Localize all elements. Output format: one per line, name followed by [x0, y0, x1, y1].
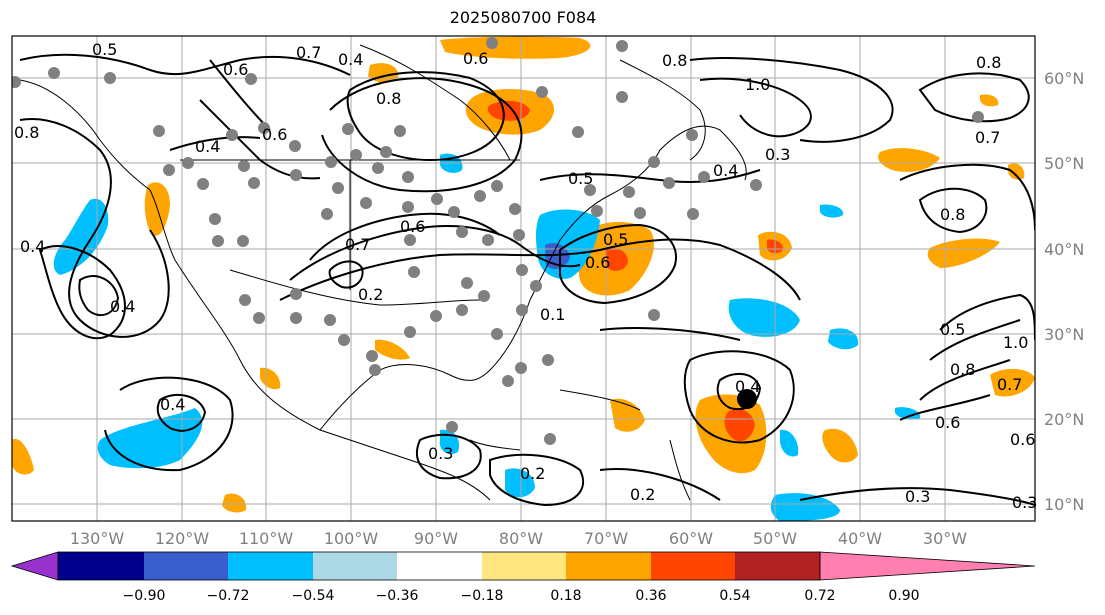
lat-label: 10°N — [1044, 495, 1084, 514]
lon-label: 80°W — [499, 529, 543, 548]
contour-label: 0.2 — [520, 464, 545, 483]
contour-label: 0.8 — [14, 123, 39, 142]
colorbar-segment — [144, 552, 228, 580]
lat-label: 40°N — [1044, 240, 1084, 259]
lat-label: 30°N — [1044, 325, 1084, 344]
lon-label: 130°W — [70, 529, 125, 548]
contour-labels: 0.5 0.6 0.7 0.8 0.6 0.8 0.4 0.8 0.6 0.7 … — [14, 40, 1037, 512]
colorbar-segment — [313, 552, 397, 580]
lat-label: 60°N — [1044, 69, 1084, 88]
colorbar: −0.90 −0.72 −0.54 −0.36 −0.18 0.18 0.36 … — [10, 551, 1036, 604]
longitude-labels: 130°W 120°W 110°W 100°W 90°W 80°W 70°W 6… — [70, 529, 967, 548]
contour-label: 0.2 — [630, 485, 655, 504]
contour-label: 0.7 — [345, 235, 370, 254]
lon-label: 100°W — [324, 529, 379, 548]
colorbar-tick-label: −0.18 — [461, 588, 504, 604]
lat-label: 50°N — [1044, 154, 1084, 173]
map-title: 2025080700 F084 — [449, 8, 597, 27]
contour-label: 0.3 — [1012, 493, 1037, 512]
colorbar-segment — [397, 552, 482, 580]
contour-label: 0.6 — [463, 49, 488, 68]
colorbar-segment — [651, 552, 735, 580]
contour-label: 1.0 — [745, 75, 770, 94]
contour-label: 1.0 — [1003, 333, 1028, 352]
colorbar-tick-label: 0.18 — [550, 588, 581, 604]
colorbar-segment — [482, 552, 566, 580]
contour-label: 0.4 — [160, 395, 185, 414]
map-content — [12, 36, 1035, 521]
colorbar-extend-low — [10, 551, 59, 581]
contour-label: 0.4 — [713, 161, 738, 180]
contour-label: 0.5 — [92, 40, 117, 59]
contour-label: 0.5 — [568, 169, 593, 188]
colorbar-segment — [735, 552, 820, 580]
lon-label: 90°W — [414, 529, 458, 548]
negative-anomaly-shading — [53, 153, 921, 521]
map-frame — [11, 35, 1036, 522]
contour-label: 0.6 — [400, 217, 425, 236]
colorbar-outline — [57, 551, 821, 581]
colorbar-tick-label: 0.36 — [635, 588, 666, 604]
lon-label: 120°W — [155, 529, 210, 548]
contour-label: 0.4 — [20, 237, 45, 256]
feature-marker — [737, 389, 757, 409]
lon-label: 50°W — [753, 529, 797, 548]
contour-label: 0.8 — [950, 360, 975, 379]
lon-label: 40°W — [838, 529, 882, 548]
contour-label: 0.5 — [603, 230, 628, 249]
colorbar-tick-label: 0.54 — [719, 588, 750, 604]
station-markers — [12, 37, 984, 445]
colorbar-tick-label: 0.90 — [888, 588, 919, 604]
colorbar-segment — [228, 552, 313, 580]
contour-label: 0.6 — [935, 413, 960, 432]
contour-label: 0.5 — [940, 320, 965, 339]
colorbar-tick-label: −0.54 — [292, 588, 335, 604]
contour-label: 0.8 — [940, 205, 965, 224]
contour-label: 0.2 — [358, 285, 383, 304]
graticule — [12, 36, 1035, 521]
contour-label: 0.8 — [376, 89, 401, 108]
colorbar-segment — [58, 552, 144, 580]
coastlines — [19, 44, 747, 501]
colorbar-tick-label: −0.90 — [123, 588, 166, 604]
contour-label: 0.8 — [976, 53, 1001, 72]
contour-label: 0.3 — [765, 145, 790, 164]
contour-label: 0.6 — [1010, 430, 1035, 449]
contour-label: 0.3 — [428, 444, 453, 463]
latitude-labels: 60°N 50°N 40°N 30°N 20°N 10°N — [1044, 69, 1084, 514]
contour-label: 0.4 — [110, 297, 135, 316]
lon-label: 30°W — [923, 529, 967, 548]
colorbar-tick-label: −0.72 — [207, 588, 250, 604]
contour-label: 0.7 — [296, 43, 321, 62]
contour-label: 0.6 — [585, 253, 610, 272]
lon-label: 60°W — [669, 529, 713, 548]
contour-label: 0.7 — [997, 375, 1022, 394]
contour-label: 0.7 — [975, 128, 1000, 147]
lon-label: 110°W — [239, 529, 294, 548]
lon-label: 70°W — [584, 529, 628, 548]
colorbar-tick-label: −0.36 — [376, 588, 419, 604]
contour-label: 0.6 — [262, 125, 287, 144]
colorbar-tick-label: 0.72 — [804, 588, 835, 604]
lat-label: 20°N — [1044, 410, 1084, 429]
contour-label: 0.4 — [195, 137, 220, 156]
contour-label: 0.1 — [540, 305, 565, 324]
contour-label: 0.6 — [223, 60, 248, 79]
contour-label: 0.4 — [735, 377, 760, 396]
colorbar-segment — [566, 552, 651, 580]
contour-label: 0.4 — [338, 50, 363, 69]
contour-label: 0.8 — [662, 51, 687, 70]
contour-label: 0.3 — [905, 487, 930, 506]
colorbar-extend-high — [819, 551, 1036, 581]
